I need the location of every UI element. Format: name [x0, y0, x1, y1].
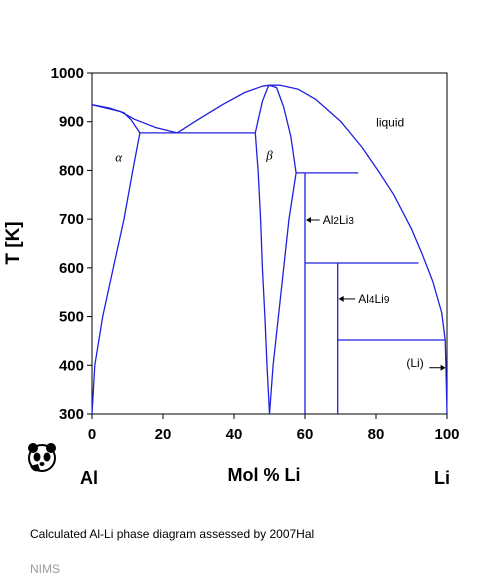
phase-boundary-line: [254, 132, 271, 415]
compound-arrowhead: [338, 295, 344, 302]
compound-label: Al2Li3: [323, 213, 355, 227]
y-axis-label: T [K]: [3, 221, 24, 264]
y-tick-label: 700: [59, 211, 84, 228]
y-tick-label: 400: [59, 357, 84, 374]
right-element-label: Li: [434, 468, 450, 488]
y-tick-label: 1000: [51, 65, 84, 82]
compound-subscript: 3: [348, 216, 354, 227]
compound-subscript: 2: [333, 216, 339, 227]
y-tick-label: 800: [59, 162, 84, 179]
compound-subscript: 4: [369, 295, 375, 306]
y-tick-label: 900: [59, 114, 84, 131]
region-label: liquid: [376, 116, 404, 130]
region-label: α: [115, 150, 123, 165]
compound-subscript: 9: [384, 295, 390, 306]
left-element-label: Al: [80, 468, 98, 488]
li-arrowhead: [440, 364, 446, 371]
phase-boundary-line: [444, 339, 448, 415]
region-label: β: [265, 148, 273, 163]
compound-text: Li: [339, 213, 348, 227]
compound-arrowhead: [306, 217, 311, 224]
panda-icon: [28, 443, 56, 472]
figure-caption: Calculated Al-Li phase diagram assessed …: [30, 527, 315, 541]
phase-boundary-line: [91, 104, 178, 134]
region-label: (Li): [406, 356, 423, 370]
x-tick-label: 60: [297, 426, 314, 443]
phase-boundary-line: [254, 84, 271, 134]
phase-boundary-line: [269, 84, 297, 173]
compound-text: Li: [374, 292, 383, 306]
phase-boundary-line: [269, 84, 446, 341]
x-tick-label: 20: [155, 426, 172, 443]
phase-boundary-line: [91, 132, 141, 415]
compound-text: Al: [323, 213, 334, 227]
y-tick-label: 500: [59, 309, 84, 326]
x-tick-label: 100: [434, 426, 459, 443]
y-tick-label: 300: [59, 406, 84, 423]
compound-text: Al: [358, 292, 369, 306]
x-axis-label: Mol % Li: [228, 465, 301, 485]
x-tick-label: 80: [368, 426, 385, 443]
y-tick-label: 600: [59, 260, 84, 277]
phase-boundary-line: [268, 172, 297, 415]
phase-boundary-line: [176, 84, 270, 134]
footer-credit: NIMS: [30, 562, 60, 576]
x-tick-label: 40: [226, 426, 243, 443]
compound-label: Al4Li9: [358, 292, 390, 306]
phase-boundary-line: [91, 104, 141, 134]
x-tick-label: 0: [88, 426, 96, 443]
